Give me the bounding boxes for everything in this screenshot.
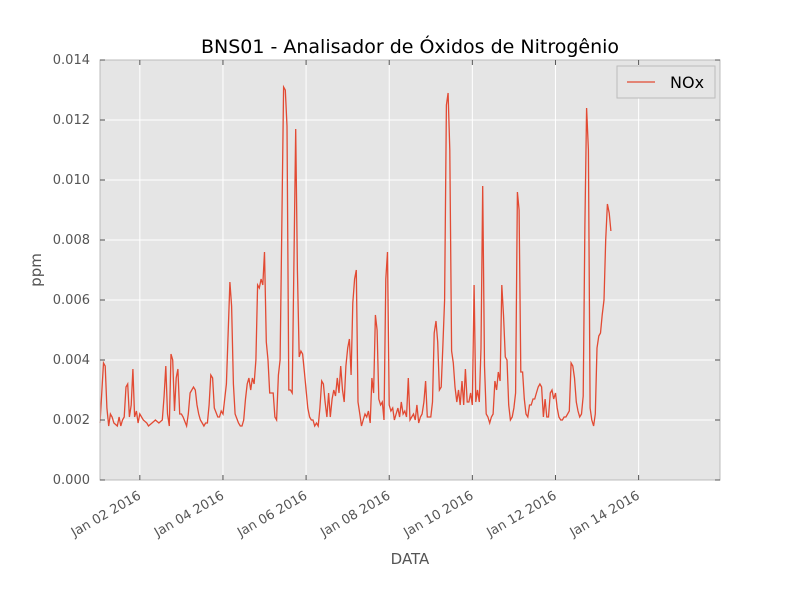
y-tick-label: 0.006 <box>53 293 90 308</box>
y-tick-label: 0.002 <box>53 413 90 428</box>
x-tick-label: Jan 04 2016 <box>151 488 227 540</box>
y-tick-label: 0.010 <box>53 173 90 188</box>
legend-label-nox: NOx <box>670 73 704 92</box>
x-axis-label: DATA <box>391 550 430 568</box>
x-tick-label: Jan 08 2016 <box>317 488 393 540</box>
y-tick-label: 0.014 <box>53 53 90 68</box>
y-axis-ticks: 0.000 0.002 0.004 0.006 0.008 0.010 0.012 0.014 <box>53 53 720 488</box>
x-tick-label: Jan 12 2016 <box>484 488 560 540</box>
y-tick-label: 0.004 <box>53 353 90 368</box>
y-tick-label: 0.000 <box>53 473 90 488</box>
plot-frame <box>99 59 721 481</box>
series-line-nox <box>99 84 612 429</box>
x-tick-label: Jan 10 2016 <box>400 488 476 540</box>
x-tick-label: Jan 14 2016 <box>567 488 643 540</box>
y-axis-label: ppm <box>27 253 45 287</box>
legend: NOx <box>616 65 716 99</box>
x-tick-label: Jan 06 2016 <box>234 488 310 540</box>
chart-title: BNS01 - Analisador de Óxidos de Nitrogên… <box>201 34 619 58</box>
y-tick-label: 0.012 <box>53 113 90 128</box>
y-tick-label: 0.008 <box>53 233 90 248</box>
x-tick-label: Jan 02 2016 <box>68 488 144 540</box>
